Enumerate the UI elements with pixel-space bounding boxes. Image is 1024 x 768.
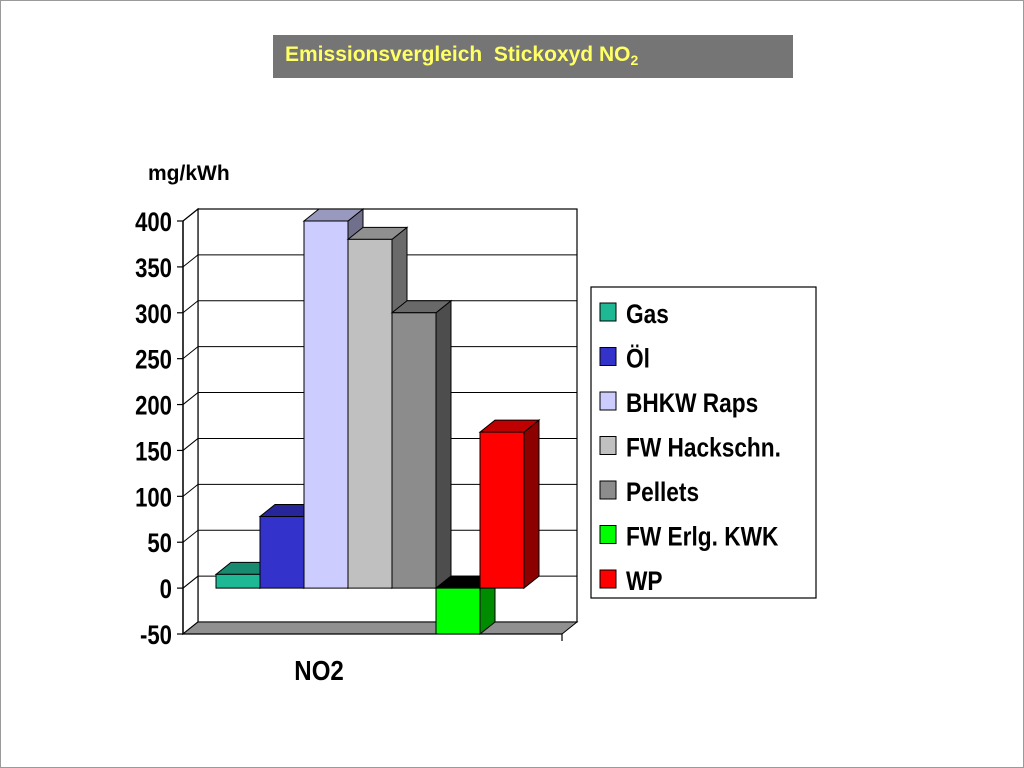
legend-item: Öl	[599, 343, 650, 374]
legend-item: WP	[599, 566, 663, 596]
legend-swatch	[599, 569, 617, 589]
legend-box	[590, 286, 817, 599]
plot-side-wall	[182, 207, 199, 636]
legend-item: FW Erlg. KWK	[599, 522, 778, 552]
legend-label: Öl	[626, 343, 650, 374]
y-tick-label: 400	[135, 208, 172, 238]
y-tick-label: 0	[160, 575, 172, 605]
gridline-side	[182, 208, 199, 222]
legend-label: FW Hackschn.	[626, 433, 781, 463]
legend-item: Pellets	[599, 477, 699, 507]
y-tick-label: 300	[135, 300, 172, 330]
legend-label: FW Erlg. KWK	[626, 522, 778, 552]
plot-floor	[181, 621, 579, 635]
legend-swatch	[599, 480, 617, 500]
bar-front-face	[259, 516, 305, 589]
bar-fw-erlg-kwk	[434, 575, 497, 636]
bar-pellets	[390, 299, 453, 590]
bar-side-face	[523, 419, 540, 590]
legend-swatch	[599, 302, 617, 322]
y-axis-unit-label: mg/kWh	[148, 162, 230, 185]
zero-side-line	[182, 575, 199, 589]
bar-front-face	[391, 312, 437, 589]
legend-item: BHKW Raps	[599, 388, 758, 418]
bar-front-face	[435, 587, 481, 635]
bar-front-face	[347, 238, 393, 589]
legend-label: WP	[626, 566, 663, 596]
y-tick-label: -50	[140, 621, 172, 651]
y-tick-label: 200	[135, 392, 172, 422]
gridline-side	[182, 438, 199, 451]
bar-front-face	[303, 220, 349, 589]
gridline-side	[182, 254, 199, 268]
y-tick-label: 350	[135, 254, 172, 284]
y-tick-label: 150	[135, 437, 172, 467]
legend-item: Gas	[599, 299, 669, 329]
chart-title-text: Emissionsvergleich Stickoxyd NO	[285, 43, 631, 66]
gridline-side	[182, 346, 199, 360]
chart-title: Emissionsvergleich Stickoxyd NO2	[273, 35, 793, 78]
gridline-side	[182, 300, 199, 314]
legend: Gas Öl BHKW Raps FW Hackschn. Pellets FW Erlg…	[590, 286, 817, 599]
legend-swatch	[599, 347, 617, 366]
legend-label: BHKW Raps	[626, 388, 758, 418]
legend-item: FW Hackschn.	[599, 433, 781, 463]
bar-front-face	[215, 573, 261, 589]
y-tick-label: 100	[135, 483, 172, 513]
gridline-side	[182, 392, 199, 405]
y-tick-label: 50	[147, 529, 172, 559]
y-tick-label: 250	[135, 346, 172, 376]
bar-front-face	[479, 431, 525, 589]
gridline-side	[182, 529, 199, 543]
legend-swatch	[599, 525, 617, 544]
bar-wp	[478, 419, 541, 590]
legend-swatch	[599, 391, 617, 411]
legend-label: Gas	[626, 299, 669, 329]
bars-layer	[214, 207, 541, 636]
gridline-side	[182, 483, 199, 497]
chart-title-subscript: 2	[630, 52, 639, 68]
x-axis-category-label: NO2	[294, 654, 344, 686]
legend-swatch	[599, 436, 617, 455]
legend-label: Pellets	[626, 477, 699, 507]
bar-side-face	[435, 299, 452, 590]
